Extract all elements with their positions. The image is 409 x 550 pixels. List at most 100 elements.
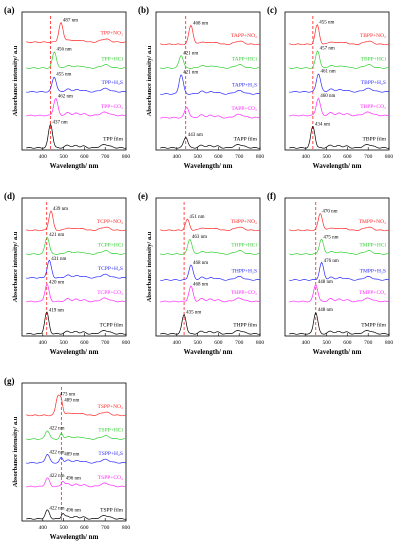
spectrum-line	[26, 477, 127, 488]
panel-label: (c)	[267, 5, 277, 15]
x-tick-label: 800	[385, 340, 394, 346]
peak-label: 460 nm	[320, 94, 335, 99]
x-tick-label: 400	[173, 154, 182, 160]
spectrum-line	[26, 454, 127, 464]
plot-frame	[284, 11, 390, 151]
spectrum-line	[289, 213, 390, 232]
x-tick-label: 400	[39, 154, 48, 160]
x-tick-label: 800	[256, 340, 265, 346]
x-axis-label: Wavelength/ nm	[184, 162, 233, 170]
spectrum-line	[289, 50, 390, 69]
spectrum-line	[289, 126, 390, 149]
chart-panel-e: (e) 400 500 600 700 800 Wavelength/ nm Absorban…	[138, 191, 264, 356]
series-name: TMPP film	[361, 321, 386, 328]
series-name: TAPP+HCl	[232, 57, 258, 63]
spectrum-line	[26, 76, 127, 93]
series-name: TBPP+HCl	[361, 57, 387, 63]
y-axis-label: Absorbance intensity/ a.u	[12, 416, 19, 487]
x-tick-label: 500	[59, 340, 68, 346]
x-axis-label: Wavelength/ nm	[313, 348, 362, 356]
spectrum-line	[289, 283, 390, 303]
spectrum-line	[160, 314, 261, 335]
spectrum-line	[26, 98, 127, 117]
peak-label: 422 nm	[49, 450, 64, 455]
x-axis-label: Wavelength/ nm	[184, 348, 233, 356]
series-name: THPP+NO₂	[231, 219, 257, 225]
y-axis-label: Absorbance intensity/ a.u	[12, 45, 19, 116]
panel-label: (d)	[4, 191, 15, 201]
peak-label-secondary: 489 nm	[64, 453, 79, 458]
series-name: TPP+CO₂	[101, 104, 123, 110]
series-name: TBPP film	[363, 135, 387, 142]
peak-label: 422 nm	[49, 427, 64, 432]
x-tick-label: 800	[122, 340, 131, 346]
spectrum-line	[26, 259, 127, 279]
plot-frame	[284, 197, 390, 337]
spectrum-line	[289, 261, 390, 281]
series-name: TAPP film	[234, 135, 258, 142]
series-name: THPP+CO₂	[231, 290, 257, 296]
spectrum-line	[26, 51, 127, 69]
x-axis-label: Wavelength/ nm	[313, 162, 362, 170]
plot-frame	[21, 11, 127, 151]
spectrum-line	[289, 238, 390, 255]
spectrum-line	[160, 264, 261, 281]
x-axis-label: Wavelength/ nm	[50, 162, 99, 170]
spectrum-line	[26, 283, 127, 303]
peak-label: 431 nm	[51, 257, 66, 262]
peak-label: 468 nm	[193, 283, 208, 288]
series-name: TSPP film	[100, 506, 124, 513]
peak-label: 439 nm	[53, 207, 68, 212]
x-tick-label: 500	[193, 340, 202, 346]
spectrum-line	[26, 236, 127, 255]
x-tick-label: 700	[101, 340, 110, 346]
peak-label: 422 nm	[49, 506, 64, 511]
x-tick-label: 700	[101, 525, 110, 531]
peak-label: 448 nm	[318, 280, 333, 285]
series-name: TCPP+CO₂	[97, 290, 123, 296]
x-tick-label: 700	[364, 340, 373, 346]
spectrum-line	[160, 285, 261, 303]
series-name: THPP film	[233, 321, 258, 328]
plot-frame	[155, 11, 261, 151]
peak-label: 455 nm	[56, 72, 71, 77]
peak-label: 473 nm	[60, 392, 75, 397]
series-name: TAPP+H₂S	[232, 82, 257, 88]
series-name: THPP+H₂S	[232, 268, 258, 274]
x-tick-label: 400	[173, 340, 182, 346]
chart-panel-c: (c) 400 500 600 700 800 Wavelength/ nm TBPP+NO₂…	[267, 5, 393, 170]
peak-label: 470 nm	[322, 209, 337, 214]
plot-frame	[21, 382, 127, 522]
spectrum-line	[160, 239, 261, 255]
peak-label-secondary: 496 nm	[66, 476, 81, 481]
spectrum-line	[160, 106, 261, 119]
spectrum-line	[26, 21, 127, 43]
plot-frame	[21, 197, 127, 337]
series-name: TCPP film	[100, 321, 124, 328]
x-tick-label: 800	[122, 154, 131, 160]
peak-label: 468 nm	[193, 261, 208, 266]
peak-label: 487 nm	[63, 19, 78, 24]
peak-label: 456 nm	[56, 48, 71, 53]
peak-label: 448 nm	[318, 308, 333, 313]
peak-label: 434 nm	[315, 123, 330, 128]
chart-panel-g: (g) 400 500 600 700 800 Wavelength/ nm Absorban…	[4, 376, 130, 541]
x-tick-label: 800	[122, 525, 131, 531]
spectrum-line	[289, 97, 390, 117]
spectrum-line	[160, 218, 261, 232]
plot-frame	[155, 197, 261, 337]
series-name: TSPP+CO₂	[98, 475, 123, 481]
series-name: TPP film	[103, 135, 124, 142]
spectrum-line	[26, 123, 127, 149]
spectrum-line	[160, 24, 261, 46]
spectrum-line	[26, 430, 127, 440]
chart-panel-f: (f) 400 500 600 700 800 Wavelength/ nm TMPP+NO₂…	[267, 191, 393, 356]
x-tick-label: 600	[80, 154, 89, 160]
series-name: TBPP+CO₂	[360, 104, 386, 110]
x-tick-label: 500	[322, 340, 331, 346]
peak-label: 419 nm	[49, 308, 64, 313]
series-name: TMPP+CO₂	[359, 290, 386, 296]
series-name: TAPP+CO₂	[231, 106, 257, 112]
panel-label: (b)	[138, 5, 149, 15]
